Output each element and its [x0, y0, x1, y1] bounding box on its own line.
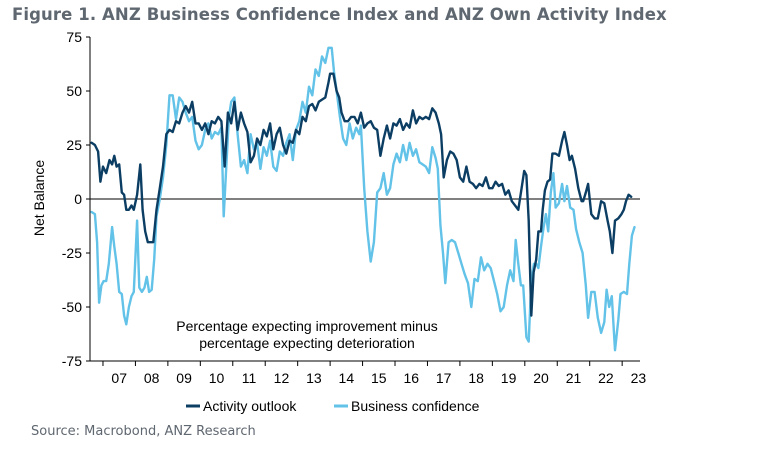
x-tick-label: 19 — [501, 370, 517, 386]
x-tick-label: 10 — [209, 370, 225, 386]
x-tick-label: 13 — [306, 370, 322, 386]
series-line-activity-outlook — [90, 72, 633, 317]
chart-axes: 75 50 25 0 -25 -50 -75 07 08 09 10 11 12 13 14 15 16 17 18… — [62, 29, 647, 386]
chart-series — [90, 46, 636, 352]
x-tick-label: 14 — [339, 370, 355, 386]
y-axis-title-group: Net Balance — [31, 160, 47, 236]
x-tick-label: 20 — [533, 370, 549, 386]
annotation-line-1: Percentage expecting improvement minus — [176, 318, 437, 334]
y-tick-label: 0 — [74, 191, 82, 207]
x-tick-label: 22 — [598, 370, 614, 386]
x-tick-label: 21 — [566, 370, 582, 386]
legend-label-activity: Activity outlook — [203, 398, 297, 414]
series-line-business-confidence — [90, 46, 636, 352]
annotation-line-2: percentage expecting deterioration — [199, 335, 415, 351]
x-tick-label: 12 — [274, 370, 290, 386]
y-axis-title: Net Balance — [31, 160, 47, 236]
y-tick-label: 25 — [66, 137, 82, 153]
x-tick-label: 18 — [468, 370, 484, 386]
x-tick-label: 17 — [436, 370, 452, 386]
x-tick-label: 11 — [242, 370, 257, 386]
y-tick-label: -50 — [62, 299, 82, 315]
x-tick-label: 16 — [403, 370, 419, 386]
y-tick-label: 75 — [66, 29, 82, 45]
y-tick-label: 50 — [66, 83, 82, 99]
x-tick-label: 08 — [144, 370, 160, 386]
source-note: Source: Macrobond, ANZ Research — [31, 424, 256, 439]
figure-title: Figure 1. ANZ Business Confidence Index … — [12, 5, 667, 24]
y-tick-label: -25 — [62, 245, 82, 261]
legend-label-confidence: Business confidence — [351, 398, 480, 414]
y-tick-label: -75 — [62, 353, 82, 369]
chart-legend: Activity outlook Business confidence — [186, 398, 480, 414]
x-tick-label: 09 — [176, 370, 192, 386]
x-tick-label: 07 — [111, 370, 127, 386]
x-tick-label: 15 — [371, 370, 387, 386]
x-tick-label: 23 — [631, 370, 647, 386]
